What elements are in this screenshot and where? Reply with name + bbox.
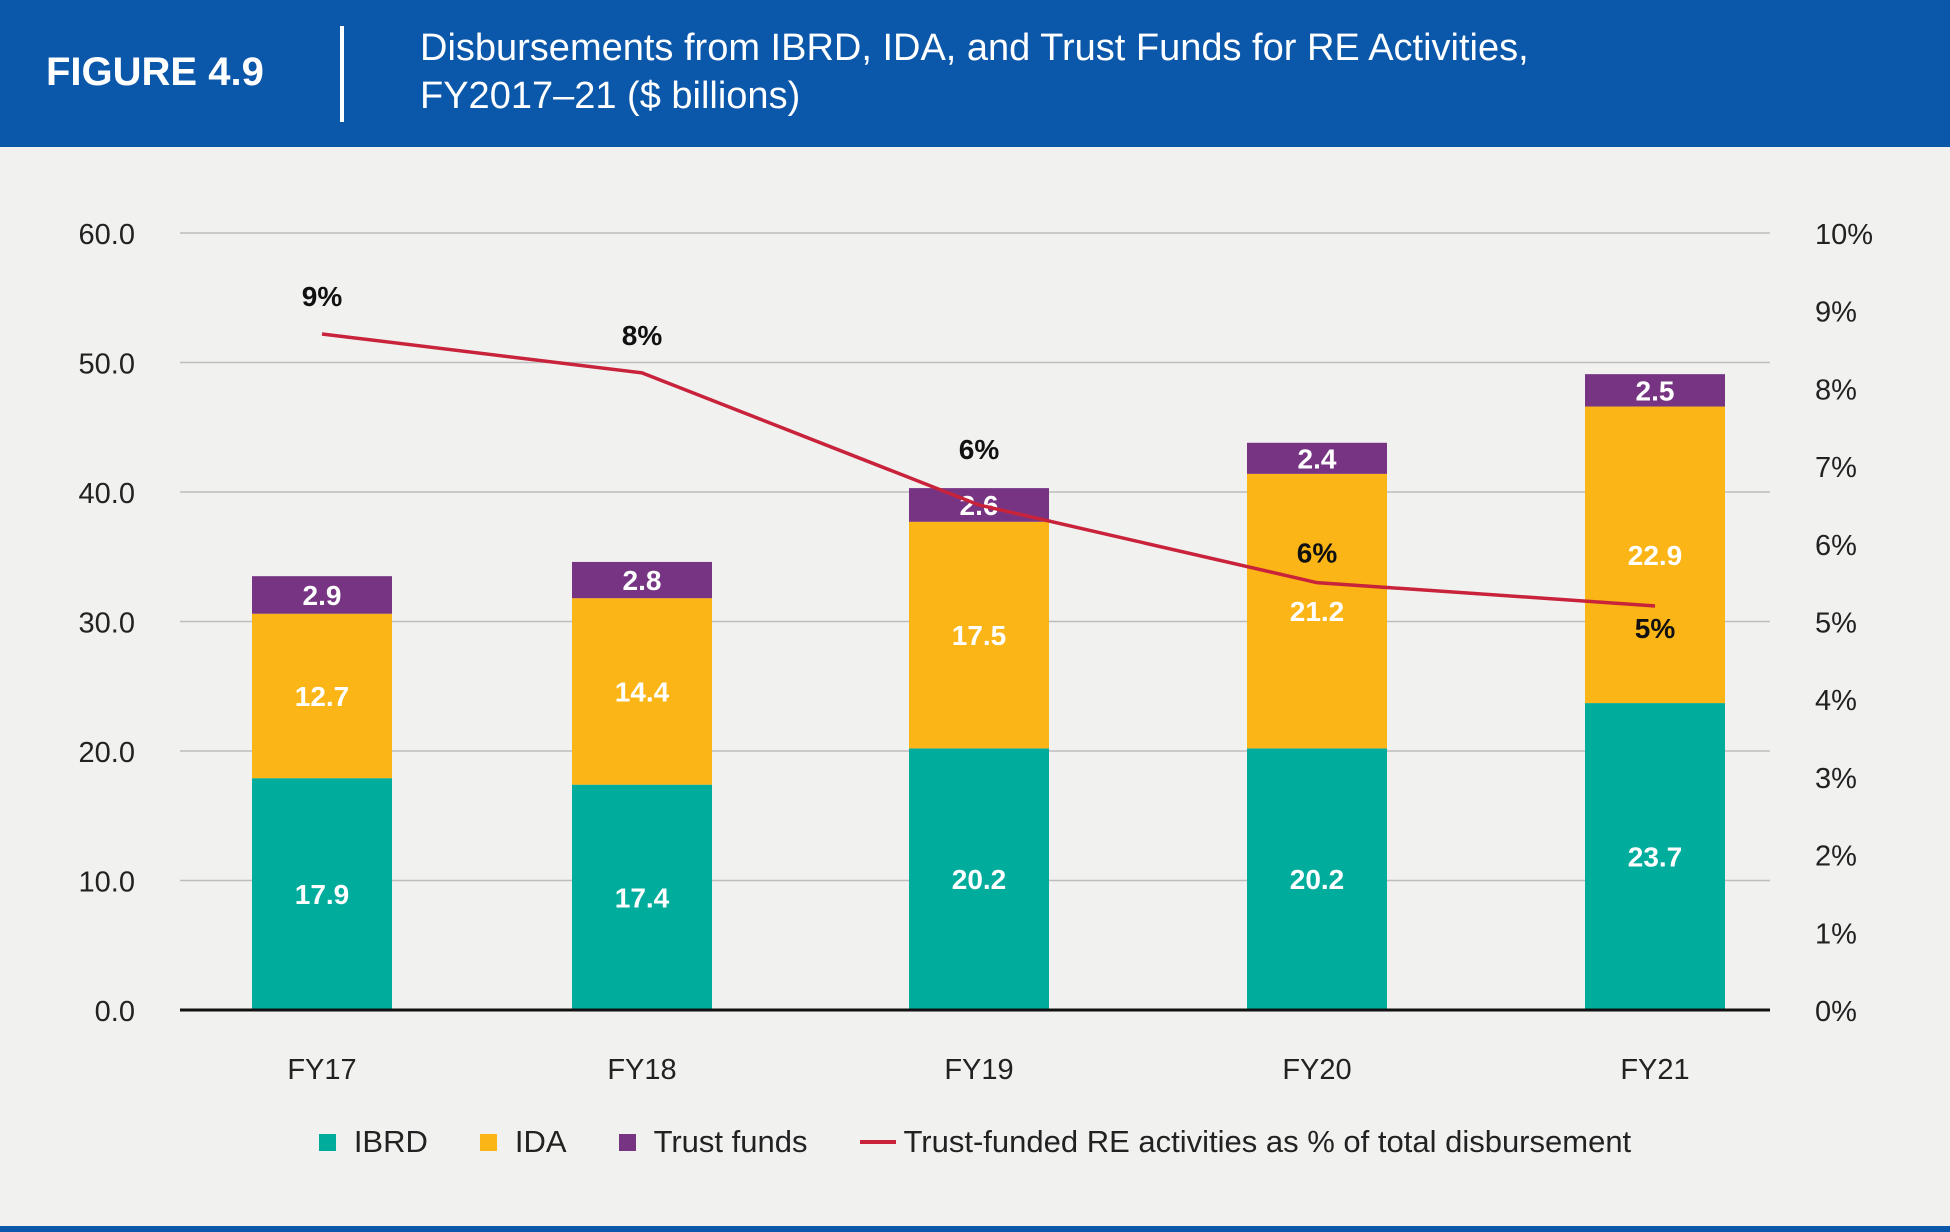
- bar-value-label: 21.2: [1290, 596, 1345, 627]
- legend-swatch-ibrd: [318, 1133, 336, 1151]
- percent-label: 6%: [959, 434, 1000, 465]
- y-tick-label: 10.0: [79, 867, 135, 899]
- bar-value-label: 17.9: [295, 879, 350, 910]
- legend-item-ibrd: IBRD: [318, 1124, 428, 1160]
- y-tick-label: 30.0: [79, 608, 135, 640]
- bar-trust-funds: [572, 561, 712, 599]
- bar-value-label: 2.8: [623, 565, 662, 596]
- y2-tick-label: 2%: [1815, 841, 1857, 873]
- percent-label: 6%: [1297, 538, 1338, 569]
- bar-ibrd: [572, 784, 712, 1010]
- header-divider: [340, 26, 344, 122]
- bar-trust-funds: [1247, 442, 1387, 474]
- bar-value-label: 17.4: [615, 882, 670, 913]
- bar-ida: [572, 598, 712, 785]
- legend-swatch-line: [859, 1140, 896, 1144]
- y2-tick-label: 4%: [1815, 685, 1857, 717]
- bar-value-label: 2.4: [1298, 443, 1337, 474]
- chart-legend: IBRD IDA Trust funds Trust-funded RE act…: [0, 1120, 1950, 1164]
- figure-title-line-1: Disbursements from IBRD, IDA, and Trust …: [420, 27, 1529, 69]
- y-tick-label: 20.0: [79, 737, 135, 769]
- x-tick-label: FY21: [1620, 1054, 1689, 1086]
- bar-ida: [909, 521, 1049, 749]
- x-tick-label: FY17: [287, 1054, 356, 1086]
- bar-value-label: 14.4: [615, 676, 670, 707]
- y2-tick-label: 10%: [1815, 219, 1873, 251]
- x-tick-label: FY18: [607, 1054, 676, 1086]
- y-tick-label: 60.0: [79, 219, 135, 251]
- bar-value-label: 12.7: [295, 681, 350, 712]
- y2-tick-label: 6%: [1815, 530, 1857, 562]
- y-tick-label: 50.0: [79, 349, 135, 381]
- bar-value-label: 2.9: [303, 580, 342, 611]
- percent-label: 9%: [302, 281, 343, 312]
- bar-value-label: 20.2: [1290, 864, 1345, 895]
- figure-header: FIGURE 4.9 Disbursements from IBRD, IDA,…: [0, 0, 1950, 147]
- y-tick-label: 40.0: [79, 478, 135, 510]
- legend-label-ibrd: IBRD: [353, 1124, 428, 1159]
- bar-ibrd: [909, 748, 1049, 1010]
- legend-item-trust-funds: Trust funds: [618, 1124, 808, 1160]
- legend-item-line: Trust-funded RE activities as % of total…: [859, 1124, 1632, 1160]
- y2-tick-label: 8%: [1815, 374, 1857, 406]
- bar-value-label: 17.5: [952, 620, 1007, 651]
- legend-label-trust-funds: Trust funds: [653, 1124, 808, 1159]
- bar-ida: [1247, 473, 1387, 749]
- bar-ida: [1585, 406, 1725, 704]
- bar-ibrd: [1585, 703, 1725, 1010]
- bar-trust-funds: [1585, 374, 1725, 407]
- y2-tick-label: 3%: [1815, 763, 1857, 795]
- legend-label-ida: IDA: [514, 1124, 567, 1159]
- legend-swatch-trust-funds: [618, 1133, 636, 1151]
- stacked-bar-chart: 0.0 10.0 20.0 30.0 40.0 50.0 60.0 0% 1% 2% 3% 4% 5% 6…: [79, 219, 1874, 1086]
- bar-value-label: 20.2: [952, 864, 1007, 895]
- legend-swatch-ida: [479, 1133, 497, 1151]
- bar-value-label: 23.7: [1628, 842, 1683, 873]
- bar-trust-funds: [252, 576, 392, 614]
- x-tick-label: FY20: [1282, 1054, 1351, 1086]
- legend-label-line: Trust-funded RE activities as % of total…: [903, 1124, 1632, 1159]
- bar-ibrd: [252, 778, 392, 1010]
- y2-tick-label: 7%: [1815, 452, 1857, 484]
- bottom-rule: [0, 1226, 1950, 1232]
- bar-value-label: 2.5: [1636, 375, 1675, 406]
- y-tick-label: 0.0: [95, 996, 135, 1028]
- percent-label: 8%: [622, 320, 663, 351]
- y2-tick-label: 1%: [1815, 918, 1857, 950]
- figure-title: Disbursements from IBRD, IDA, and Trust …: [420, 24, 1900, 120]
- y2-tick-label: 5%: [1815, 608, 1857, 640]
- percent-label: 5%: [1635, 613, 1676, 644]
- figure-label: FIGURE 4.9: [46, 50, 264, 94]
- x-tick-label: FY19: [944, 1054, 1013, 1086]
- y2-tick-label: 9%: [1815, 297, 1857, 329]
- y2-tick-label: 0%: [1815, 996, 1857, 1028]
- bar-ida: [252, 613, 392, 779]
- bar-value-label: 22.9: [1628, 540, 1683, 571]
- figure-title-line-2: FY2017–21 ($ billions): [420, 75, 801, 117]
- legend-item-ida: IDA: [479, 1124, 567, 1160]
- bar-ibrd: [1247, 748, 1387, 1010]
